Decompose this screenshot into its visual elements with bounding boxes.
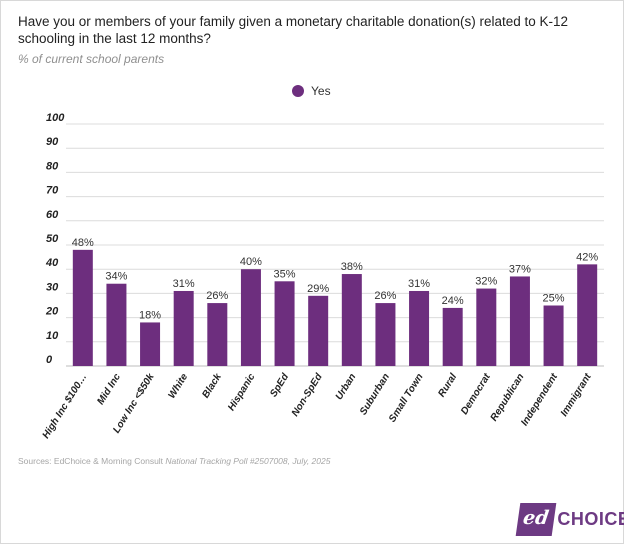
bar bbox=[106, 283, 127, 366]
bar bbox=[509, 276, 530, 366]
y-tick-label: 70 bbox=[46, 185, 59, 197]
data-label: 31% bbox=[408, 278, 430, 290]
y-tick-label: 10 bbox=[46, 330, 59, 342]
x-tick-label: Small Town bbox=[387, 372, 426, 425]
source-prefix: Sources: EdChoice & Morning Consult bbox=[18, 456, 166, 466]
data-label: 18% bbox=[139, 309, 161, 321]
data-label: 26% bbox=[206, 290, 228, 302]
bar bbox=[375, 303, 396, 366]
y-tick-label: 50 bbox=[46, 233, 59, 245]
bar bbox=[207, 303, 228, 366]
y-tick-label: 40 bbox=[45, 257, 59, 269]
data-label: 35% bbox=[274, 268, 296, 280]
y-tick-label: 90 bbox=[46, 136, 59, 148]
data-label: 25% bbox=[543, 293, 565, 305]
x-tick-label: Hispanic bbox=[226, 371, 258, 413]
y-tick-label: 80 bbox=[46, 160, 59, 172]
data-label: 29% bbox=[307, 283, 329, 295]
data-label: 26% bbox=[374, 290, 396, 302]
x-tick-label: Urban bbox=[334, 372, 359, 402]
x-tick-label: Republican bbox=[489, 372, 527, 424]
bar bbox=[577, 264, 598, 366]
legend-swatch bbox=[292, 85, 304, 97]
chart-title: Have you or members of your family given… bbox=[18, 14, 569, 46]
x-tick-label: Black bbox=[200, 371, 224, 400]
bar bbox=[140, 322, 161, 366]
data-label: 40% bbox=[240, 256, 262, 268]
y-tick-label: 30 bbox=[46, 281, 59, 293]
data-label: 38% bbox=[341, 261, 363, 273]
logo-mark: ed bbox=[515, 502, 557, 536]
x-tick-label: High Inc $100… bbox=[41, 372, 90, 441]
bar bbox=[173, 290, 194, 366]
bar bbox=[341, 274, 362, 366]
y-tick-label: 100 bbox=[46, 112, 65, 124]
x-tick-label: Independent bbox=[519, 371, 560, 428]
data-label: 37% bbox=[509, 263, 531, 275]
bar bbox=[442, 307, 463, 366]
chart-subtitle: % of current school parents bbox=[18, 52, 165, 66]
edchoice-logo: ed CHOICE bbox=[515, 502, 624, 536]
x-tick-label: Mid Inc bbox=[95, 371, 123, 406]
bar bbox=[308, 295, 329, 366]
x-tick-label: SpEd bbox=[268, 371, 291, 399]
x-tick-label: Immigrant bbox=[559, 371, 594, 418]
data-label: 32% bbox=[475, 276, 497, 288]
bar bbox=[72, 249, 93, 366]
source-poll: National Tracking Poll #2507008, July, 2… bbox=[165, 456, 331, 466]
data-label: 48% bbox=[72, 237, 94, 249]
x-tick-label: Democrat bbox=[459, 371, 493, 417]
x-tick-label: Rural bbox=[436, 372, 459, 400]
data-label: 34% bbox=[105, 271, 127, 283]
bar bbox=[409, 290, 430, 366]
x-tick-label: White bbox=[166, 371, 190, 400]
y-tick-label: 60 bbox=[46, 209, 59, 221]
y-tick-label: 0 bbox=[46, 354, 53, 366]
bar bbox=[543, 305, 564, 366]
bar bbox=[476, 288, 497, 366]
bar bbox=[274, 281, 295, 366]
legend-label: Yes bbox=[311, 84, 331, 98]
logo-word: CHOICE bbox=[557, 508, 624, 529]
x-tick-label: Non-SpEd bbox=[290, 371, 325, 419]
data-label: 24% bbox=[442, 295, 464, 307]
data-label: 31% bbox=[173, 278, 195, 290]
bar bbox=[240, 269, 261, 366]
x-tick-label: Suburban bbox=[358, 372, 392, 417]
data-label: 42% bbox=[576, 251, 598, 263]
source-note: Sources: EdChoice & Morning Consult Nati… bbox=[18, 456, 330, 466]
legend: Yes bbox=[292, 84, 331, 98]
y-tick-label: 20 bbox=[45, 306, 59, 318]
